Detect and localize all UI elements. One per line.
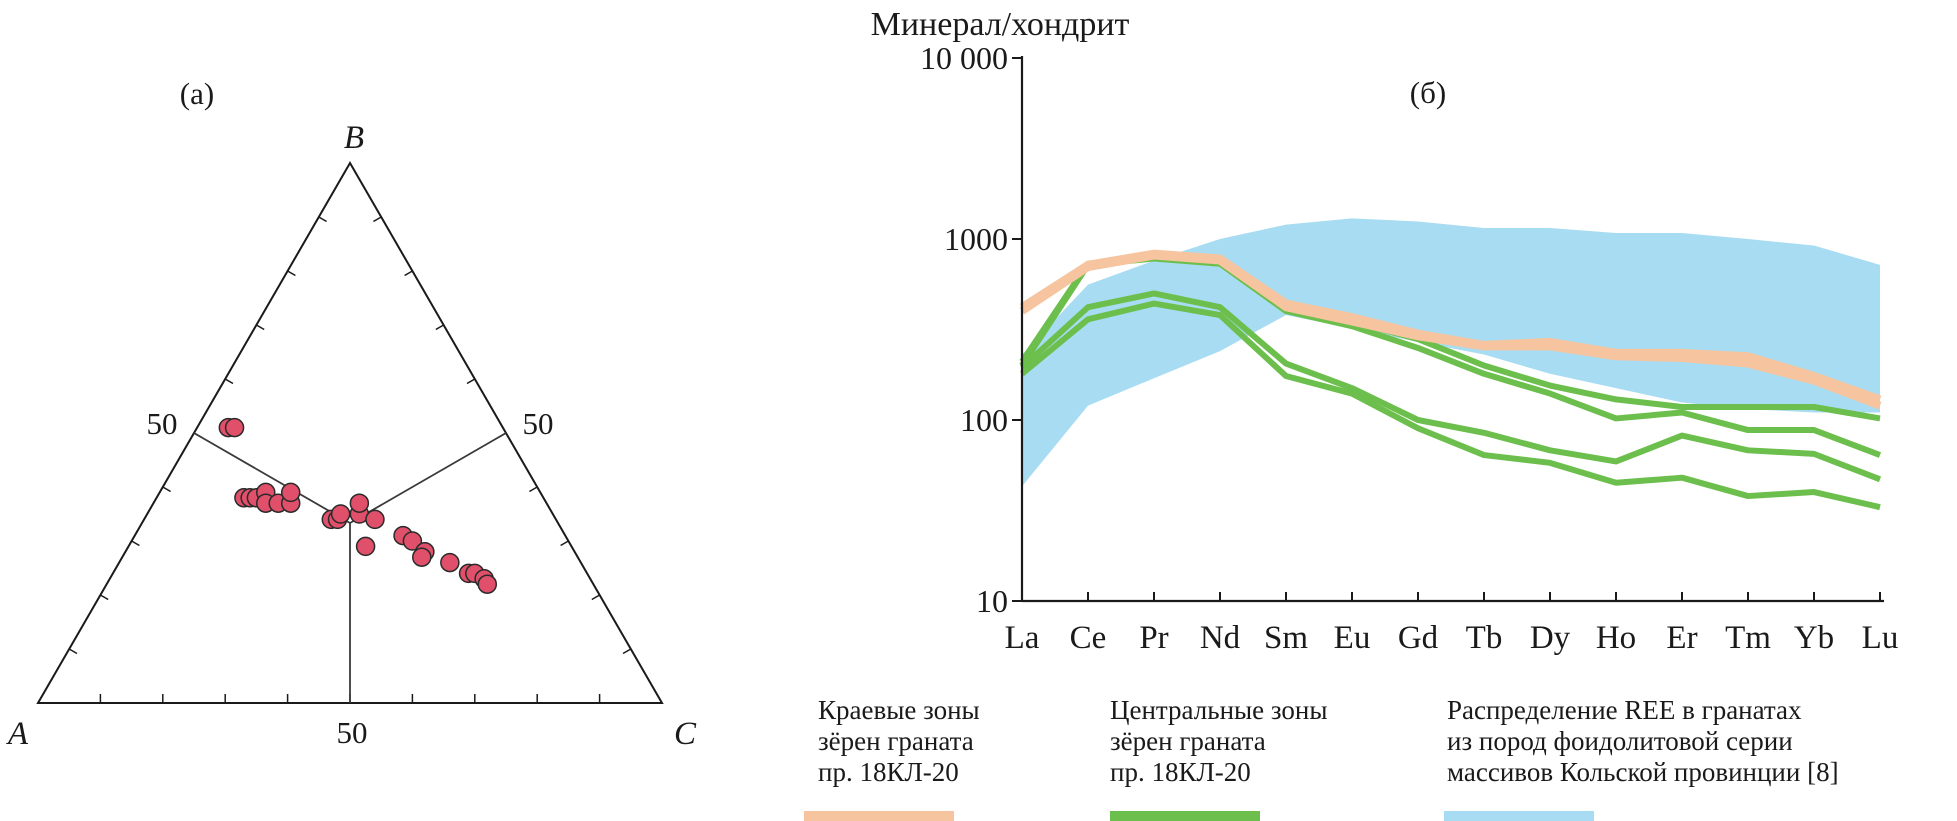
y-tick-label: 10 000 (920, 40, 1008, 76)
ternary-point (402, 531, 423, 551)
x-tick-label: Gd (1398, 620, 1439, 656)
x-tick-label: Lu (1862, 620, 1899, 656)
ternary-tick (68, 648, 78, 655)
ternary-point (330, 504, 351, 524)
x-tick-label: Er (1666, 620, 1697, 656)
ternary-point (224, 417, 245, 438)
y-tick-label: 10 (976, 583, 1008, 619)
ternary-tick (404, 270, 413, 277)
ree-band-area (1022, 218, 1880, 487)
ree-axes (1012, 56, 1884, 603)
legend-item-range: Распределение REE в гранатах из пород фо… (1444, 695, 1947, 821)
ree-series-central (1019, 290, 1882, 483)
legend-range-swatch (1444, 811, 1594, 821)
ternary-point (440, 552, 460, 573)
legend-central-line-2: зёрен граната (1110, 726, 1266, 756)
x-tick-label: Ho (1596, 620, 1636, 656)
ternary-points (218, 417, 498, 594)
ree-chart: Минерал/хондрит (б) 10 100 1000 10 000 La Ce… (871, 6, 1899, 656)
x-tick-label: Tb (1466, 620, 1503, 656)
legend-central-line-1: Центральные зоны (1110, 695, 1328, 725)
ternary-field-boundary (349, 432, 507, 524)
ternary-tick (529, 486, 538, 493)
ternary-tick (435, 324, 444, 331)
ternary-point (280, 482, 301, 503)
legend-item-edge: Краевые зоны зёрен граната пр. 18КЛ-20 (804, 695, 1108, 821)
y-tick-label: 100 (960, 402, 1008, 438)
ternary-tick (318, 216, 327, 223)
ternary-tick (224, 378, 234, 385)
vertex-label-a: A (6, 716, 29, 752)
x-tick-label: Dy (1530, 620, 1571, 656)
ternary-point (355, 536, 376, 557)
ree-range-band (1022, 218, 1880, 487)
ternary-point (365, 509, 385, 530)
ternary-diagram: (a) B A C 50 50 50 (6, 76, 697, 752)
legend-item-central: Центральные зоны зёрен граната пр. 18КЛ-… (1110, 695, 1410, 821)
ternary-tick (256, 324, 265, 331)
x-tick-label: Ce (1070, 620, 1107, 656)
ternary-point (412, 547, 432, 567)
ternary-tick (622, 648, 632, 655)
legend-central-line-3: пр. 18КЛ-20 (1110, 757, 1251, 787)
panel-label-a: (a) (180, 76, 214, 111)
legend-central-swatch (1110, 811, 1260, 821)
legend-edge-line-2: зёрен граната (818, 726, 974, 756)
vertex-label-c: C (674, 716, 697, 752)
x-tick-label: Sm (1264, 620, 1308, 656)
ree-y-tick-labels: 10 100 1000 10 000 (920, 40, 1008, 619)
ree-series-lines (1019, 249, 1882, 511)
legend-range-line-3: массивов Кольской провинции [8] (1447, 757, 1839, 787)
y-tick-label: 1000 (944, 221, 1008, 257)
x-tick-label: Eu (1334, 620, 1371, 656)
vertex-label-b: B (344, 120, 364, 156)
tick-label-left-50: 50 (147, 406, 178, 441)
x-tick-label: La (1005, 620, 1040, 656)
x-tick-label: Tm (1725, 620, 1771, 656)
legend-range-line-2: из пород фоидолитовой серии (1447, 726, 1793, 756)
legend-range-line-1: Распределение REE в гранатах (1447, 695, 1802, 725)
ternary-tick (131, 540, 140, 547)
ternary-tick (162, 486, 171, 493)
ternary-frame (36, 161, 664, 704)
ternary-tick (591, 594, 600, 601)
x-tick-label: Pr (1139, 620, 1168, 656)
ternary-tick (287, 270, 296, 277)
y-axis-label: Минерал/хондрит (871, 6, 1130, 43)
ternary-point (477, 574, 498, 594)
x-tick-label: Nd (1200, 620, 1241, 656)
legend-edge-swatch (804, 811, 954, 821)
panel-label-b: (б) (1410, 75, 1446, 110)
tick-label-bottom-50: 50 (337, 715, 368, 750)
ree-x-tick-labels: La Ce Pr Nd Sm Eu Gd Tb Dy Ho Er Tm Yb Lu (1005, 620, 1899, 656)
tick-label-right-50: 50 (523, 406, 554, 441)
ternary-tick (373, 216, 382, 223)
legend-edge-line-3: пр. 18КЛ-20 (818, 757, 959, 787)
ternary-tick (100, 594, 109, 601)
ternary-tick (466, 378, 476, 385)
ternary-tick (560, 540, 569, 547)
legend-edge-line-1: Краевые зоны (818, 695, 980, 725)
ternary-field-boundary (193, 432, 351, 524)
x-tick-label: Yb (1794, 620, 1834, 656)
ree-series-central (1020, 300, 1881, 511)
ree-series-edge (1019, 251, 1882, 410)
ternary-point (349, 493, 370, 513)
